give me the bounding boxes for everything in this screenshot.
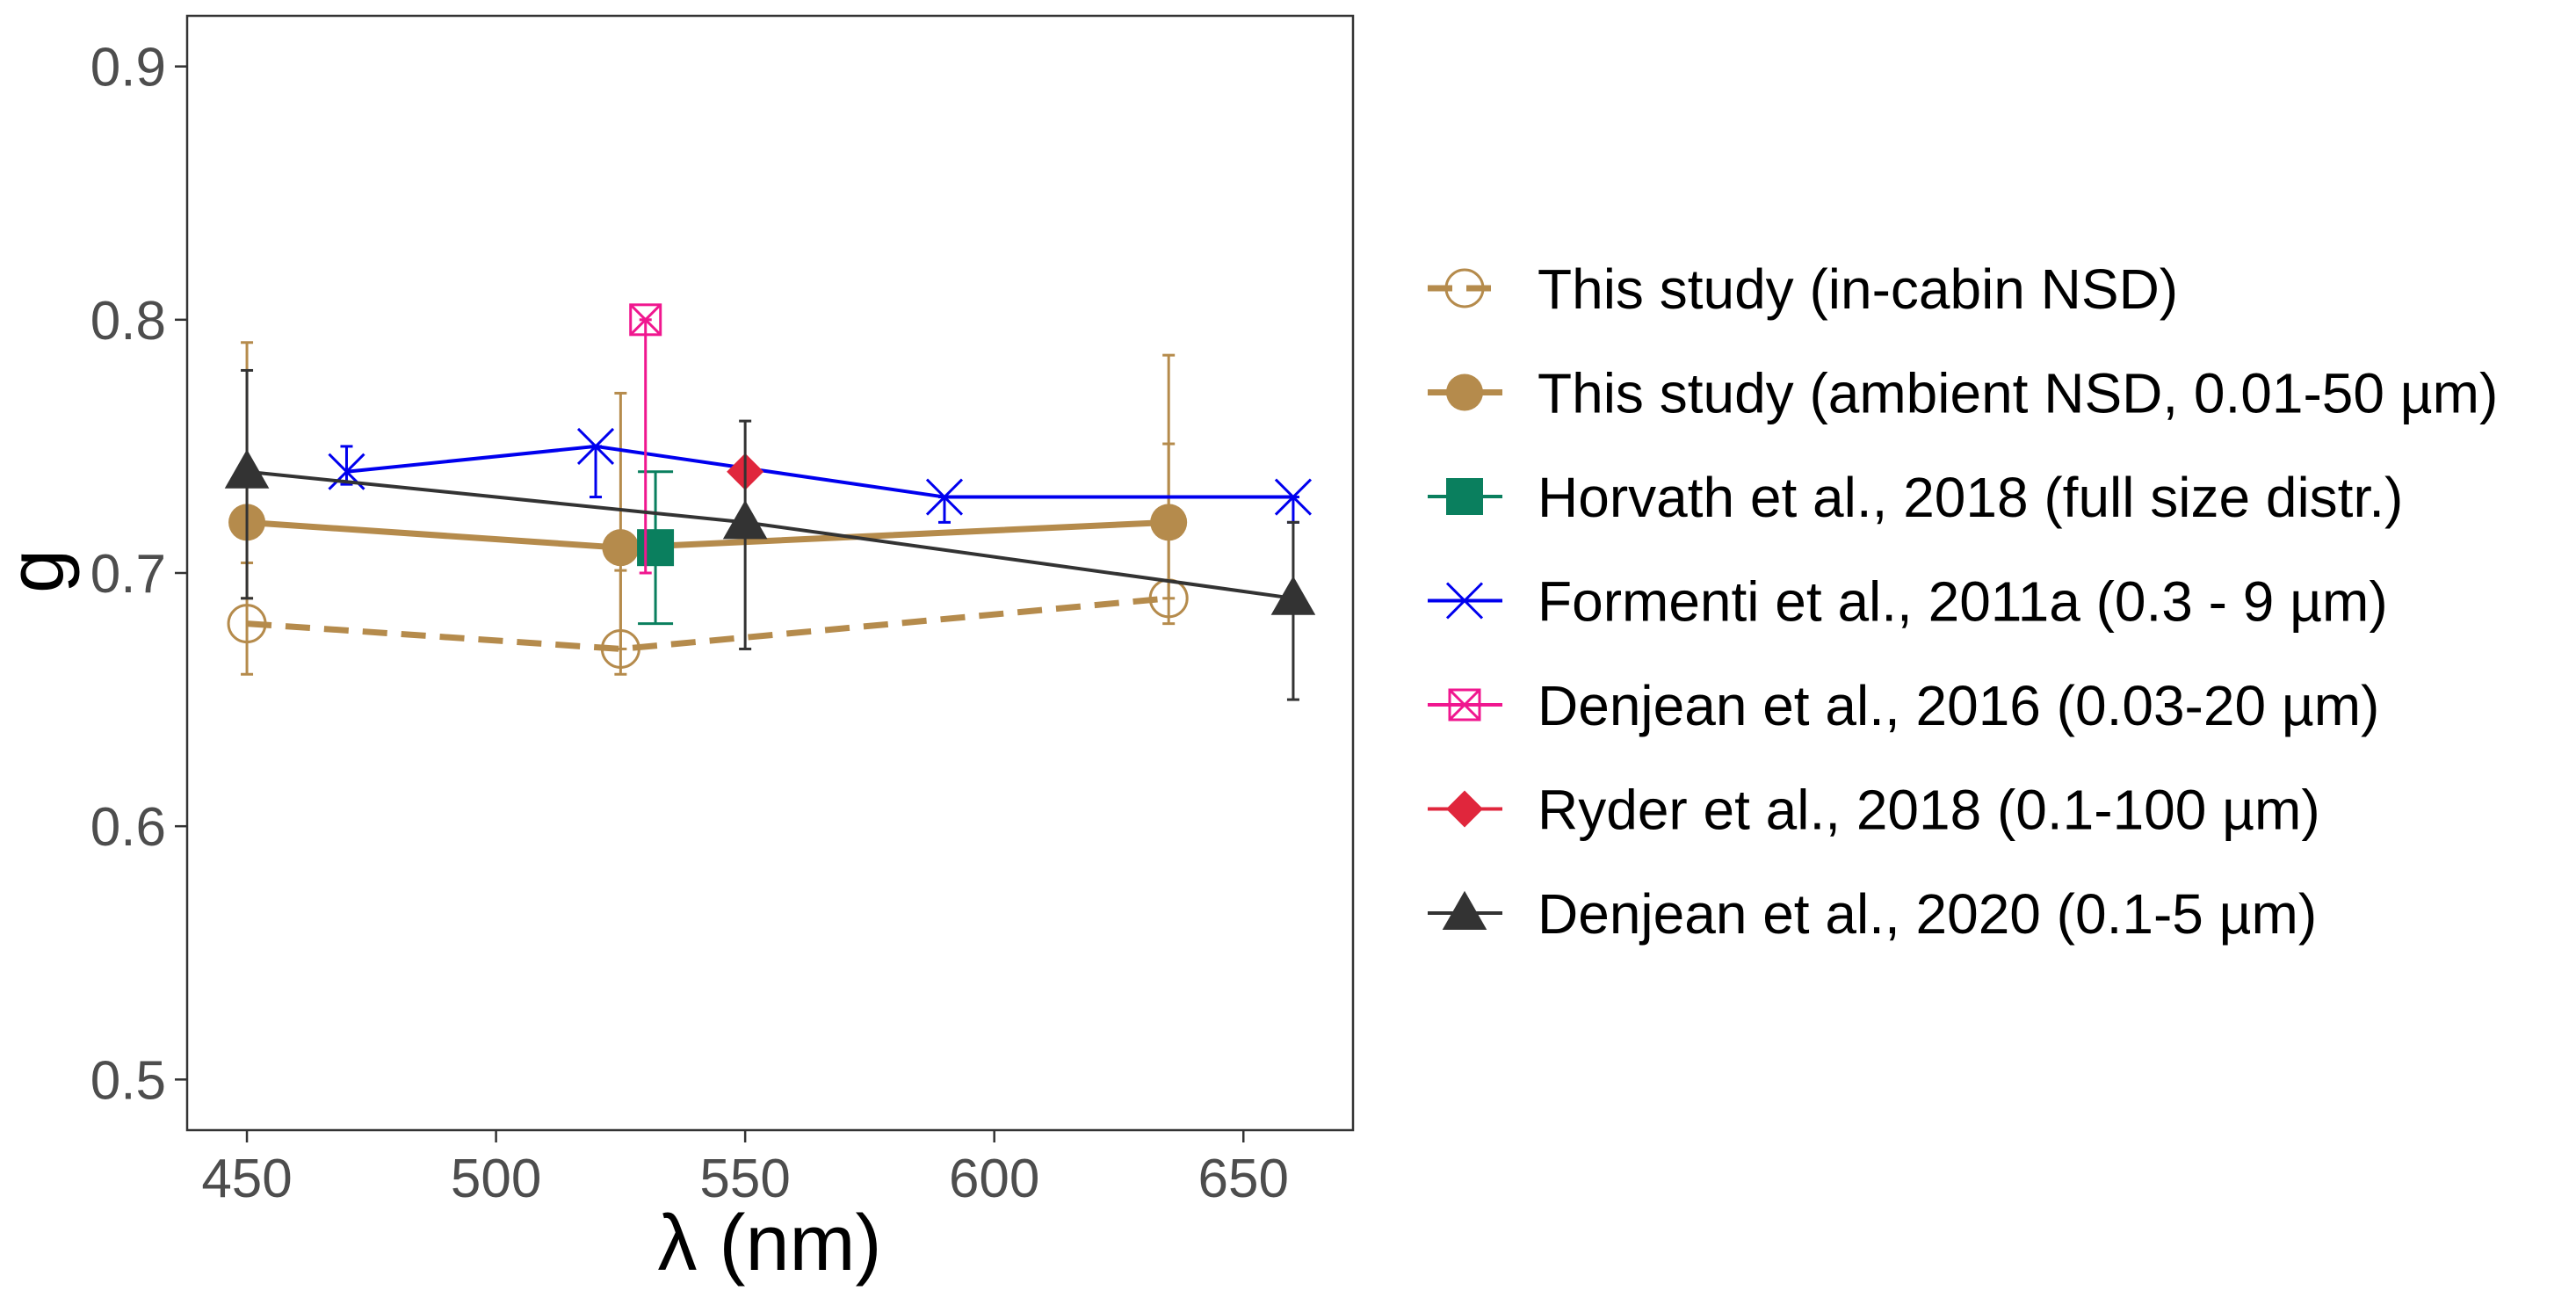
legend-label-4: Denjean et al., 2016 (0.03-20 µm) xyxy=(1538,674,2379,737)
series-3-point-3-stroke-b xyxy=(1274,478,1313,516)
x-axis-title: λ (nm) xyxy=(658,1200,882,1287)
legend-item-0: This study (in-cabin NSD) xyxy=(1428,257,2178,321)
series-2-point-0 xyxy=(637,529,675,567)
legend-item-1: This study (ambient NSD, 0.01-50 µm) xyxy=(1428,362,2498,425)
legend-item-6: Denjean et al., 2020 (0.1-5 µm) xyxy=(1428,882,2317,946)
x-tick-label-550: 550 xyxy=(699,1149,790,1209)
series-3-point-1-stroke-b xyxy=(576,427,615,465)
legend-item-3: Formenti et al., 2011a (0.3 - 9 µm) xyxy=(1428,570,2388,634)
series-0-line xyxy=(246,595,1169,652)
legend-label-1: This study (ambient NSD, 0.01-50 µm) xyxy=(1538,362,2498,425)
series-1-errorbar-2 xyxy=(1162,353,1176,600)
plot-panel xyxy=(185,14,1355,1132)
legend-item-2: Horvath et al., 2018 (full size distr.) xyxy=(1428,466,2403,529)
legend-symbol-5 xyxy=(1446,790,1483,828)
series-6-point-0 xyxy=(224,449,270,489)
axis-ticks: 450 500 550 600 650 0.5 0.6 0.7 0.8 0.9 xyxy=(90,38,1289,1209)
legend-symbol-2 xyxy=(1446,478,1483,515)
legend-label-0: This study (in-cabin NSD) xyxy=(1538,257,2178,321)
x-tick-label-450: 450 xyxy=(201,1149,292,1209)
series-4 xyxy=(629,303,662,575)
series-6-point-2 xyxy=(1270,576,1316,615)
y-tick-label-0.5: 0.5 xyxy=(90,1050,166,1111)
legend-item-5: Ryder et al., 2018 (0.1-100 µm) xyxy=(1428,779,2320,842)
series-1-errorbar-1 xyxy=(614,391,627,650)
series-3-errorbar-0 xyxy=(340,445,353,486)
legend-symbol-6 xyxy=(1442,890,1487,930)
series-4-point-0-box xyxy=(629,303,662,337)
legend-symbol-0 xyxy=(1444,268,1485,308)
series-3-point-3 xyxy=(1274,478,1313,516)
legend-symbol-4-box xyxy=(1448,688,1481,722)
series-6 xyxy=(224,368,1316,701)
legend-symbol-1 xyxy=(1446,373,1483,411)
y-axis-title: g xyxy=(0,549,81,593)
legend-symbol-3-stroke-b xyxy=(1445,582,1484,620)
legend-item-4: Denjean et al., 2016 (0.03-20 µm) xyxy=(1428,674,2379,737)
x-tick-label-650: 650 xyxy=(1198,1149,1289,1209)
series-layer xyxy=(224,303,1316,701)
legend-label-5: Ryder et al., 2018 (0.1-100 µm) xyxy=(1538,779,2320,842)
legend-symbol-4-stroke-b xyxy=(1448,688,1481,722)
series-4-point-0-stroke-b xyxy=(629,303,662,336)
y-tick-label-0.7: 0.7 xyxy=(90,544,166,605)
legend-label-2: Horvath et al., 2018 (full size distr.) xyxy=(1538,466,2403,529)
legend-label-3: Formenti et al., 2011a (0.3 - 9 µm) xyxy=(1538,570,2388,634)
y-tick-label-0.9: 0.9 xyxy=(90,38,166,98)
y-tick-label-0.6: 0.6 xyxy=(90,797,166,858)
x-tick-label-600: 600 xyxy=(949,1149,1039,1209)
legend: This study (in-cabin NSD) This study (amb… xyxy=(1428,257,2498,946)
series-3-point-1 xyxy=(576,427,615,465)
legend-symbol-4 xyxy=(1448,688,1481,722)
series-1-point-2 xyxy=(1150,504,1188,541)
series-6-point-1 xyxy=(722,500,768,540)
series-2 xyxy=(637,470,675,626)
series-4-point-0 xyxy=(629,303,662,337)
series-3-point-0-stroke-b xyxy=(328,453,365,490)
series-1-point-1 xyxy=(602,529,640,567)
series-3 xyxy=(328,427,1313,524)
legend-symbol-3 xyxy=(1445,582,1484,620)
series-0-point-0 xyxy=(227,604,267,644)
series-3-line xyxy=(346,444,1293,499)
y-tick-label-0.8: 0.8 xyxy=(90,291,166,352)
series-3-point-2-stroke-b xyxy=(925,478,964,516)
legend-label-6: Denjean et al., 2020 (0.1-5 µm) xyxy=(1538,882,2317,946)
series-3-point-2 xyxy=(925,478,964,516)
x-tick-label-500: 500 xyxy=(451,1149,541,1209)
